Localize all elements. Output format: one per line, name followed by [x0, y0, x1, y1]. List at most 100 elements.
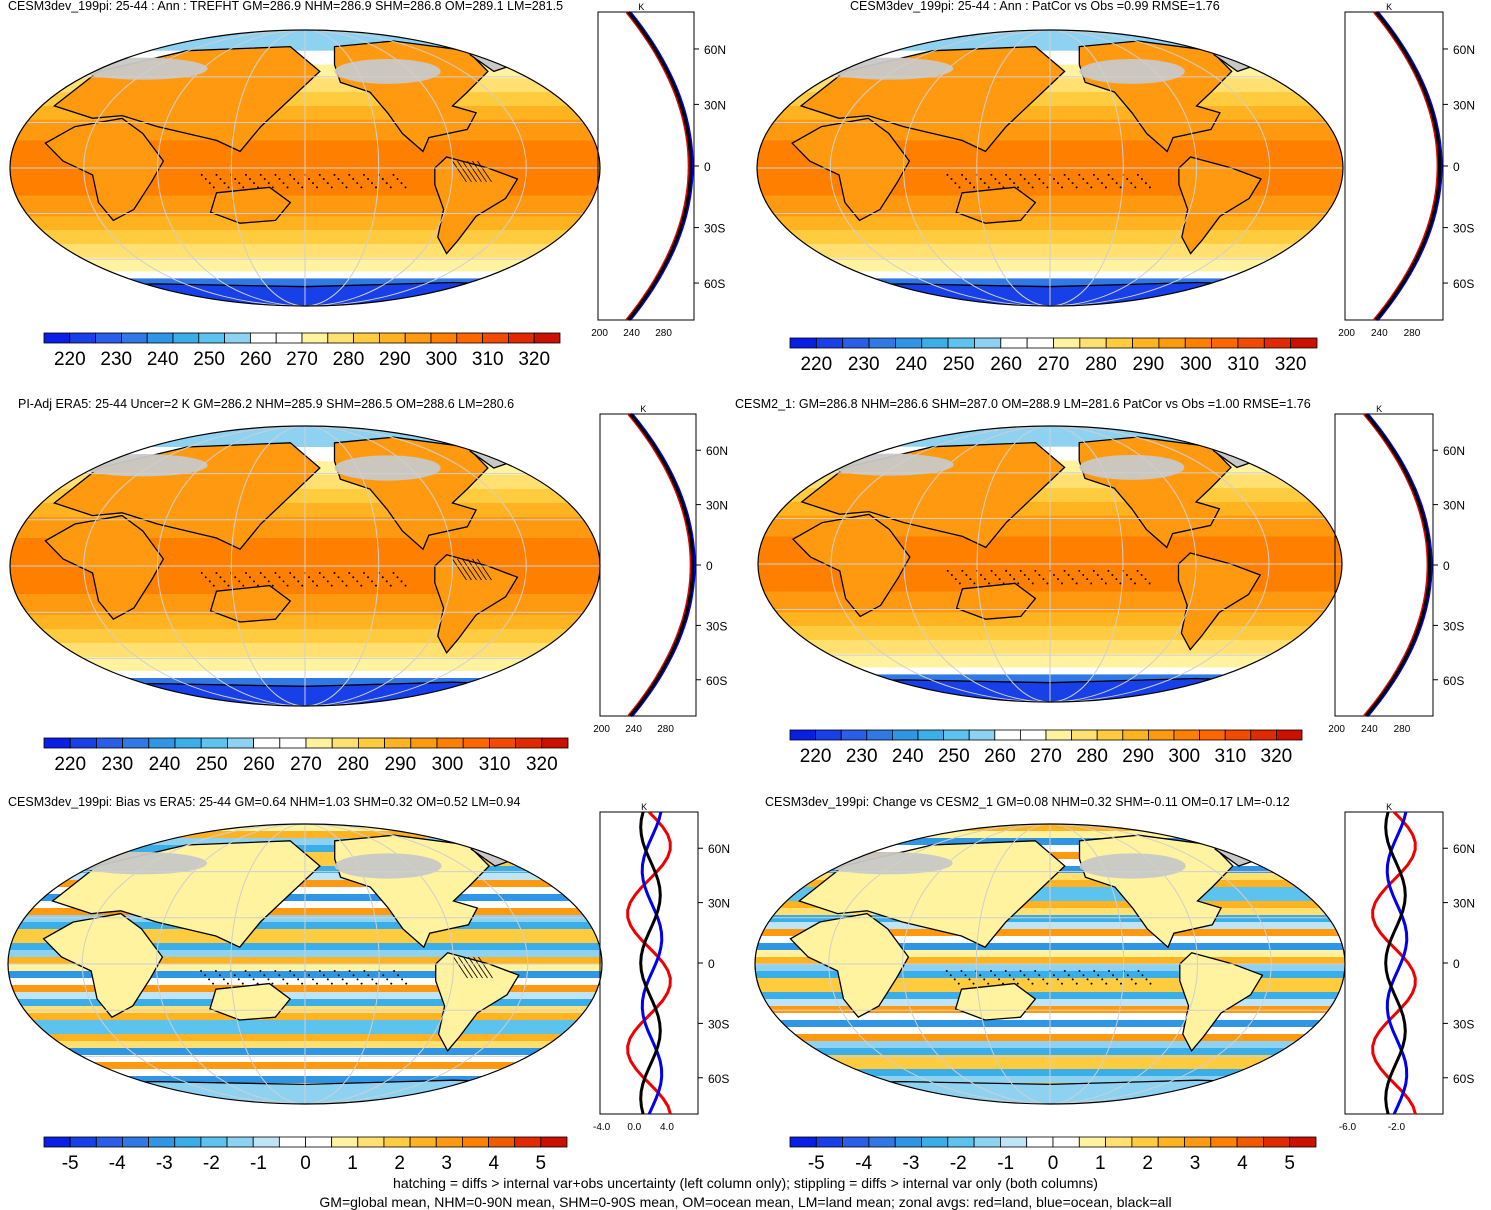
stipple-dot	[245, 173, 247, 176]
colorbar-swatch	[174, 737, 202, 749]
stipple-dot	[385, 580, 388, 583]
map-outline	[756, 29, 1344, 307]
colorbar-tick-label: -5	[808, 1153, 825, 1174]
stipple-dot	[401, 978, 404, 981]
stipple-dot	[386, 978, 389, 981]
colorbar-swatch	[409, 1136, 437, 1148]
stipple-dot	[1008, 974, 1011, 977]
stipple-dot	[1057, 182, 1059, 185]
graticule	[755, 824, 1345, 1104]
stipple-dot	[333, 572, 336, 574]
hatch-line	[462, 160, 477, 183]
colorbar-swatch	[1276, 729, 1303, 741]
stipple-dot	[318, 970, 321, 972]
stipple-dot	[263, 576, 266, 579]
stipple-dot	[405, 982, 408, 985]
zonal-x-label: 0.0	[627, 1122, 641, 1133]
colorbar-swatch	[95, 1136, 123, 1148]
stipple-dot	[330, 584, 333, 587]
colorbar-swatch	[789, 729, 817, 741]
stipple-dot	[392, 572, 395, 574]
colorbar-swatch	[842, 1136, 870, 1148]
colorbar-swatch	[198, 332, 226, 344]
map-outline	[7, 823, 603, 1105]
zonal-lat-label: 60N	[1443, 444, 1465, 458]
colorbar-tick-label: 220	[800, 746, 832, 767]
colorbar-swatch	[174, 1136, 202, 1148]
stipple-dot	[1017, 582, 1020, 585]
colorbar-swatch	[43, 1136, 71, 1148]
colorbar-tick-label: 4	[488, 1153, 499, 1174]
continent-africa	[791, 117, 911, 222]
stipple-dot	[297, 580, 300, 583]
stipple-dot	[1115, 182, 1118, 185]
stipple-dot	[397, 974, 400, 977]
stipple-dot	[964, 974, 967, 977]
colorbar-swatch	[1184, 337, 1213, 349]
stipple-dot	[1009, 178, 1012, 181]
zonal-mean-plot: K 60N 30N 0 30S 60S 200 240 280	[1328, 404, 1465, 735]
stipple-dot	[396, 178, 399, 181]
graticule	[10, 30, 600, 306]
stipple-dot	[259, 572, 262, 574]
zonal-lat-label: 0	[1443, 559, 1450, 573]
colorbar-swatch	[868, 1136, 896, 1148]
colorbar-swatch	[436, 737, 464, 749]
stipple-dot	[330, 186, 333, 189]
stipple-dot	[208, 978, 211, 981]
colorbar-swatch	[69, 1136, 97, 1148]
colorbar-swatch	[815, 1136, 844, 1148]
panel-cesm2: CESM2_1: GM=286.8 NHM=286.6 SHM=287.0 OM…	[735, 397, 1491, 788]
stipple-dot	[208, 580, 211, 583]
panel-graphics: 220 230 240 250 260 270 280 290 300 310 320 K 60N 30N…	[9, 2, 726, 370]
zonal-unit-label: K	[1386, 802, 1392, 812]
stipple-dot	[1090, 982, 1093, 985]
continent-australia	[955, 186, 1037, 224]
colorbar-swatch	[541, 737, 569, 749]
stipple-dot	[1053, 574, 1055, 577]
colorbar-swatch	[1019, 729, 1047, 741]
stipple-dot	[990, 173, 993, 176]
panel-model-mean: CESM3dev_199pi: 25-44 : Ann : TREFHT GM=…	[0, 0, 745, 390]
stipple-dot	[1111, 574, 1114, 577]
colorbar-swatch	[974, 337, 1002, 349]
colorbar: 220 230 240 250 260 270 280 290 300 310 320	[43, 332, 561, 370]
stipple-dot	[1092, 173, 1095, 176]
stipple-dot	[375, 584, 377, 587]
colorbar-swatch	[1210, 1136, 1238, 1148]
panel-title: CESM3dev_199pi: Bias vs ERA5: 25-44 GM=0…	[8, 795, 521, 809]
colorbar-swatch	[1079, 337, 1107, 349]
continent-samerica	[1177, 552, 1262, 651]
colorbar-swatch	[482, 332, 509, 344]
zonal-land-line	[1371, 810, 1417, 1115]
stipple-dot	[286, 982, 289, 985]
graticule	[757, 30, 1343, 306]
graticule	[10, 426, 600, 706]
stipple-dot	[973, 186, 976, 189]
colorbar-tick-label: 230	[846, 746, 878, 767]
colorbar-swatch	[973, 1136, 1001, 1148]
colorbar-swatch	[96, 737, 124, 749]
colorbar-swatch	[507, 332, 535, 344]
masked-region	[77, 454, 208, 477]
stipple-dot	[326, 580, 329, 583]
stipple-dot	[337, 178, 340, 181]
colorbar-tick-label: 5	[1284, 1153, 1295, 1174]
panel-title: CESM3dev_199pi: 25-44 : Ann : TREFHT GM=…	[8, 0, 564, 13]
panel-graphics: 220 230 240 250 260 270 280 290 300 310 320 K 60N 30N…	[756, 2, 1475, 375]
hatch-line	[452, 558, 467, 581]
stipple-dot	[1075, 186, 1078, 189]
zonal-mean-plot: K 60N 30N 0 30S 60S -6.0 -2.0	[1339, 802, 1475, 1133]
colorbar-tick-label: 250	[193, 349, 225, 370]
stipple-dot	[241, 982, 244, 985]
colorbar-swatch	[384, 737, 412, 749]
stipple-dot	[1071, 182, 1074, 185]
stipple-dot	[1149, 982, 1152, 985]
stipple-dot	[1075, 982, 1078, 985]
colorbar-tick-label: 320	[518, 349, 550, 370]
continent-africa	[42, 912, 164, 1019]
stipple-dot	[1104, 186, 1107, 189]
stipple-dot	[1145, 978, 1148, 981]
robinson-map	[757, 30, 1343, 306]
stipple-dot	[1002, 582, 1005, 585]
